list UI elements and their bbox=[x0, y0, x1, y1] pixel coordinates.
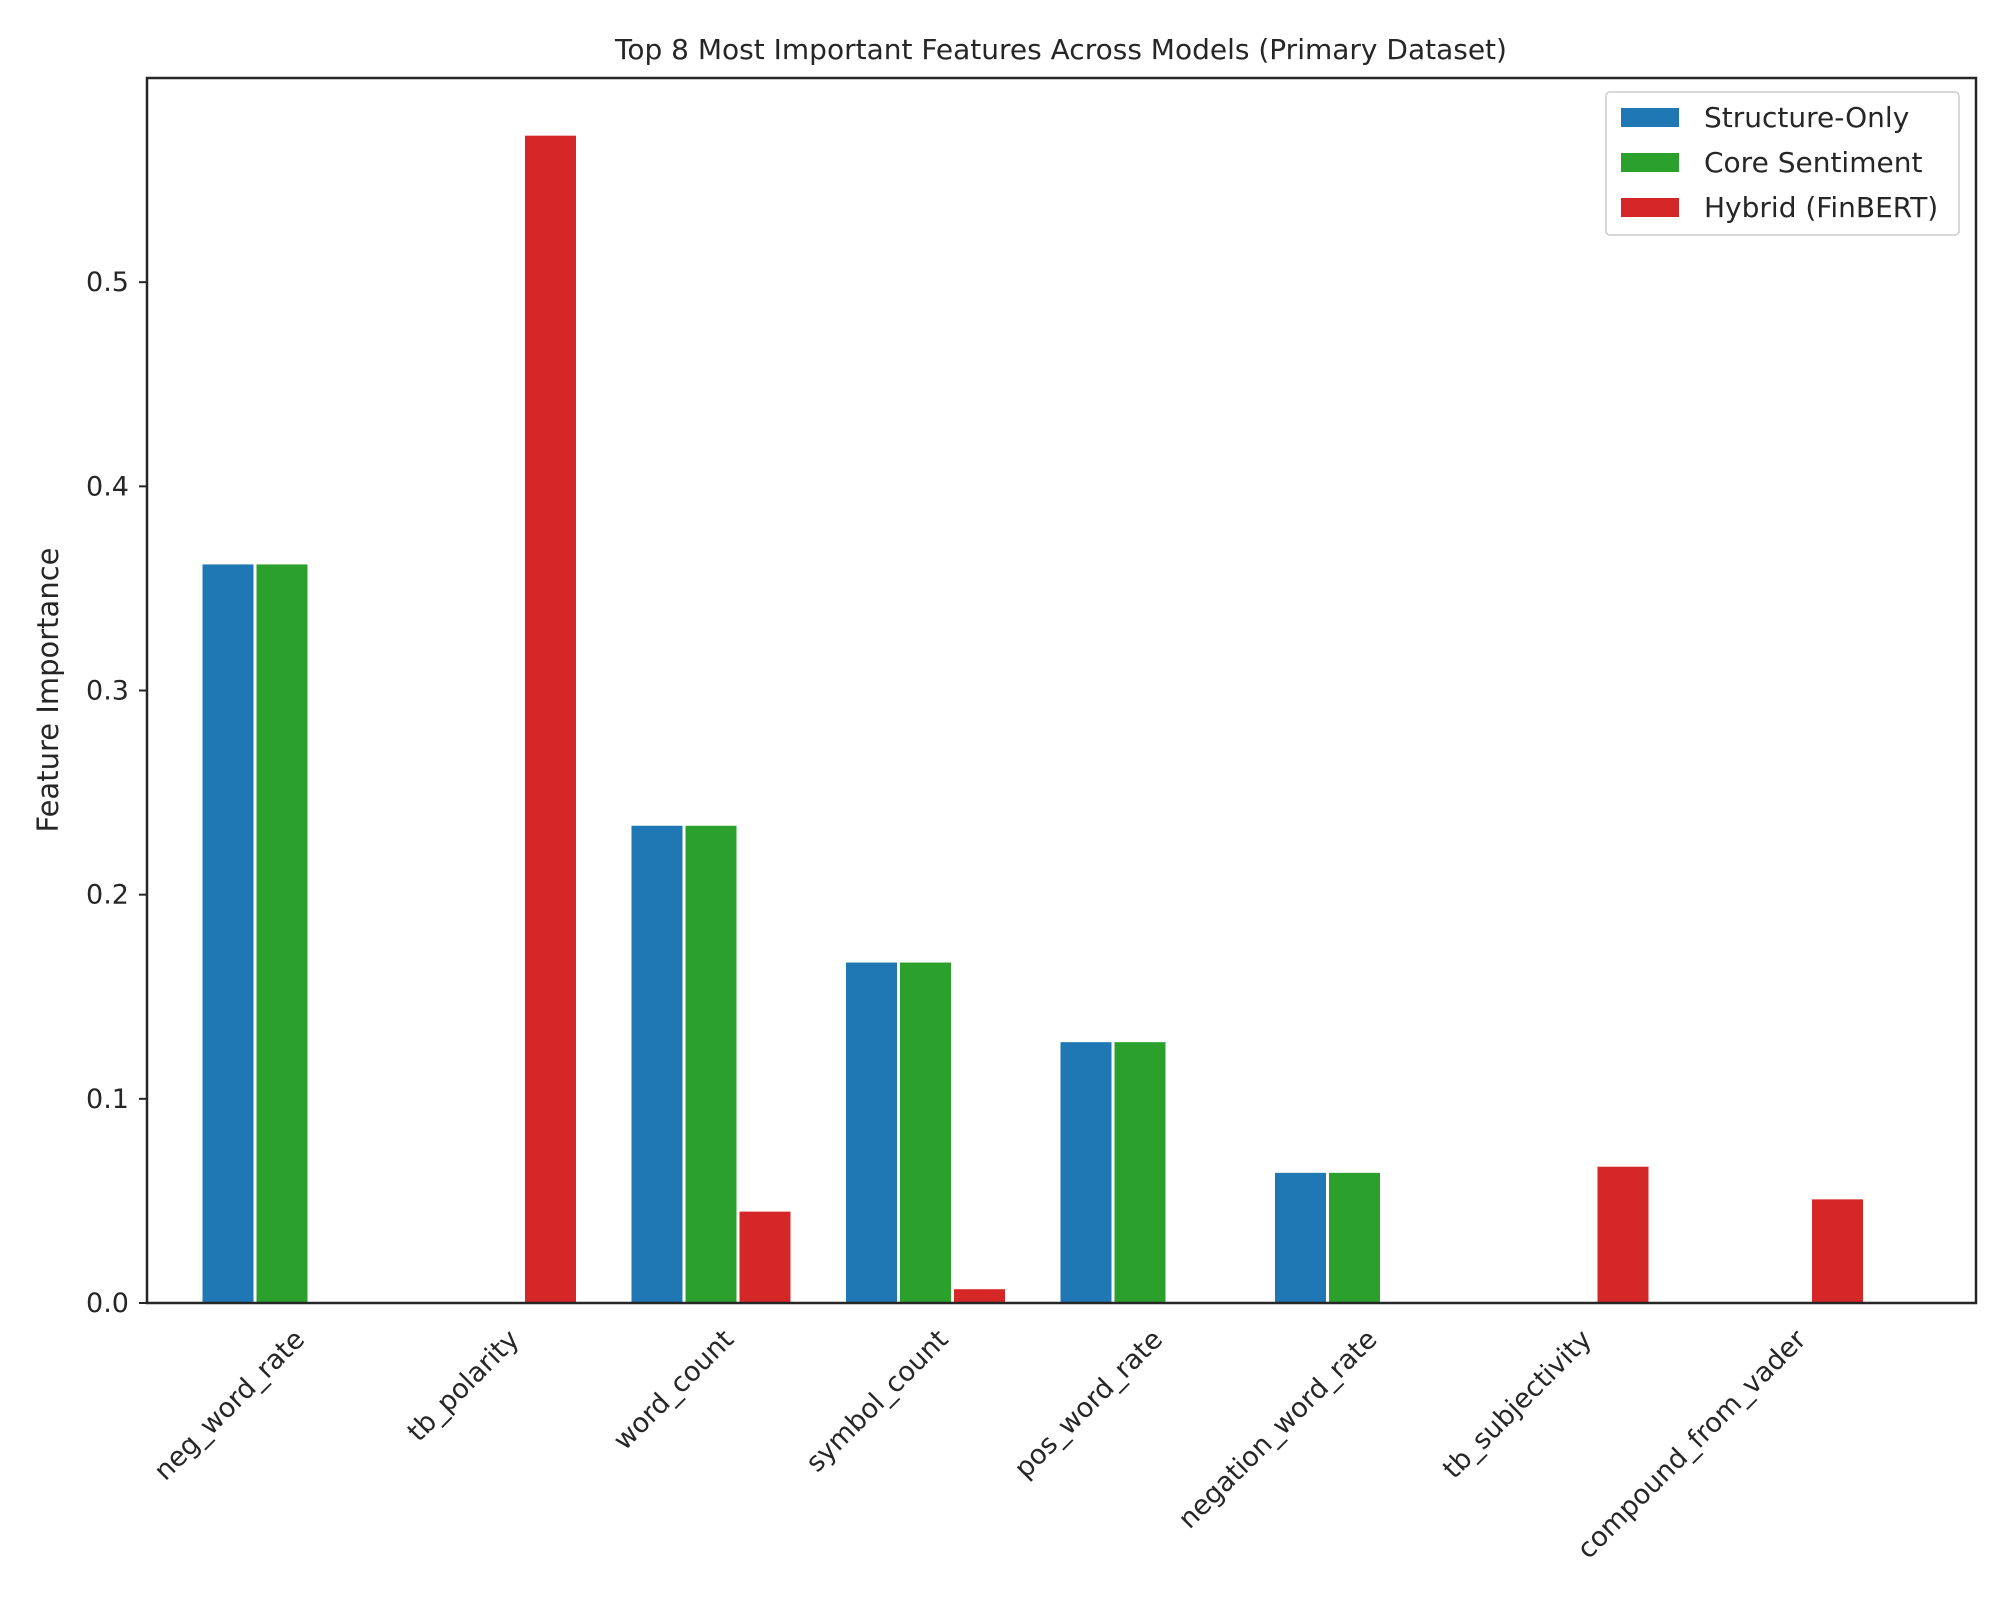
y-tick-label: 0.2 bbox=[86, 880, 129, 911]
bar-word_count-series-0 bbox=[630, 824, 684, 1304]
bar-compound_from_vader-series-2 bbox=[1811, 1198, 1864, 1304]
y-tick-label: 0.4 bbox=[86, 471, 129, 502]
x-tick-label: neg_word_rate bbox=[148, 1324, 311, 1487]
y-tick-label: 0.1 bbox=[86, 1084, 129, 1115]
legend-swatch bbox=[1621, 108, 1679, 127]
x-tick-label: tb_polarity bbox=[402, 1324, 526, 1448]
bar-tb_subjectivity-series-2 bbox=[1596, 1165, 1650, 1304]
bar-pos_word_rate-series-1 bbox=[1113, 1041, 1167, 1304]
bar-neg_word_rate-series-1 bbox=[255, 563, 309, 1304]
bar-pos_word_rate-series-0 bbox=[1059, 1041, 1113, 1304]
legend-swatch bbox=[1621, 198, 1679, 217]
bar-symbol_count-series-2 bbox=[953, 1288, 1006, 1304]
y-axis-ticks: 0.0 0.1 0.2 0.3 0.4 0.5 bbox=[86, 267, 147, 1319]
y-axis-label: Feature Importance bbox=[31, 548, 65, 833]
bar-word_count-series-1 bbox=[684, 824, 738, 1304]
x-tick-label: pos_word_rate bbox=[1008, 1324, 1168, 1484]
bar-negation_word_rate-series-1 bbox=[1328, 1171, 1381, 1304]
bars-layer bbox=[201, 134, 1864, 1304]
y-tick-label: 0.5 bbox=[86, 267, 129, 298]
bar-word_count-series-2 bbox=[738, 1210, 792, 1304]
x-axis-ticks: neg_word_rate tb_polarity word_count symbol… bbox=[148, 1323, 1813, 1565]
x-tick-label: negation_word_rate bbox=[1172, 1324, 1383, 1535]
y-tick-label: 0.3 bbox=[86, 676, 129, 707]
y-tick-label: 0.0 bbox=[86, 1288, 129, 1319]
bar-neg_word_rate-series-0 bbox=[201, 563, 255, 1304]
x-tick-label: word_count bbox=[608, 1324, 740, 1456]
bar-negation_word_rate-series-0 bbox=[1274, 1171, 1327, 1304]
legend-entry-label: Structure-Only bbox=[1704, 101, 1909, 134]
chart-title: Top 8 Most Important Features Across Mod… bbox=[614, 33, 1507, 66]
plot-frame bbox=[145, 76, 1978, 1305]
bar-tb_polarity-series-2 bbox=[524, 134, 577, 1304]
legend-frame bbox=[1605, 91, 1960, 236]
legend-entry-label: Hybrid (FinBERT) bbox=[1704, 191, 1938, 224]
x-tick-label: compound_from_vader bbox=[1571, 1323, 1813, 1565]
x-tick-label: tb_subjectivity bbox=[1437, 1324, 1598, 1485]
bar-symbol_count-series-0 bbox=[845, 961, 898, 1304]
x-tick-label: symbol_count bbox=[800, 1324, 954, 1478]
legend-entry-label: Core Sentiment bbox=[1704, 146, 1922, 179]
bar-symbol_count-series-1 bbox=[899, 961, 952, 1304]
legend-swatch bbox=[1621, 153, 1679, 172]
legend: Structure-Only Core Sentiment Hybrid (FinB… bbox=[1605, 91, 1960, 236]
